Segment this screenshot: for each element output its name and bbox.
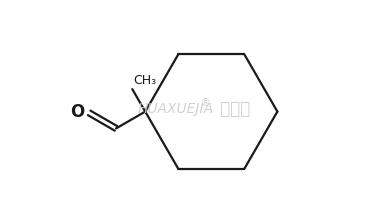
Text: ®: ® [200,98,210,108]
Text: HUAXUEJIA: HUAXUEJIA [138,102,214,116]
Text: CH₃: CH₃ [133,73,157,87]
Text: 化学加: 化学加 [215,100,250,118]
Text: O: O [70,103,85,121]
